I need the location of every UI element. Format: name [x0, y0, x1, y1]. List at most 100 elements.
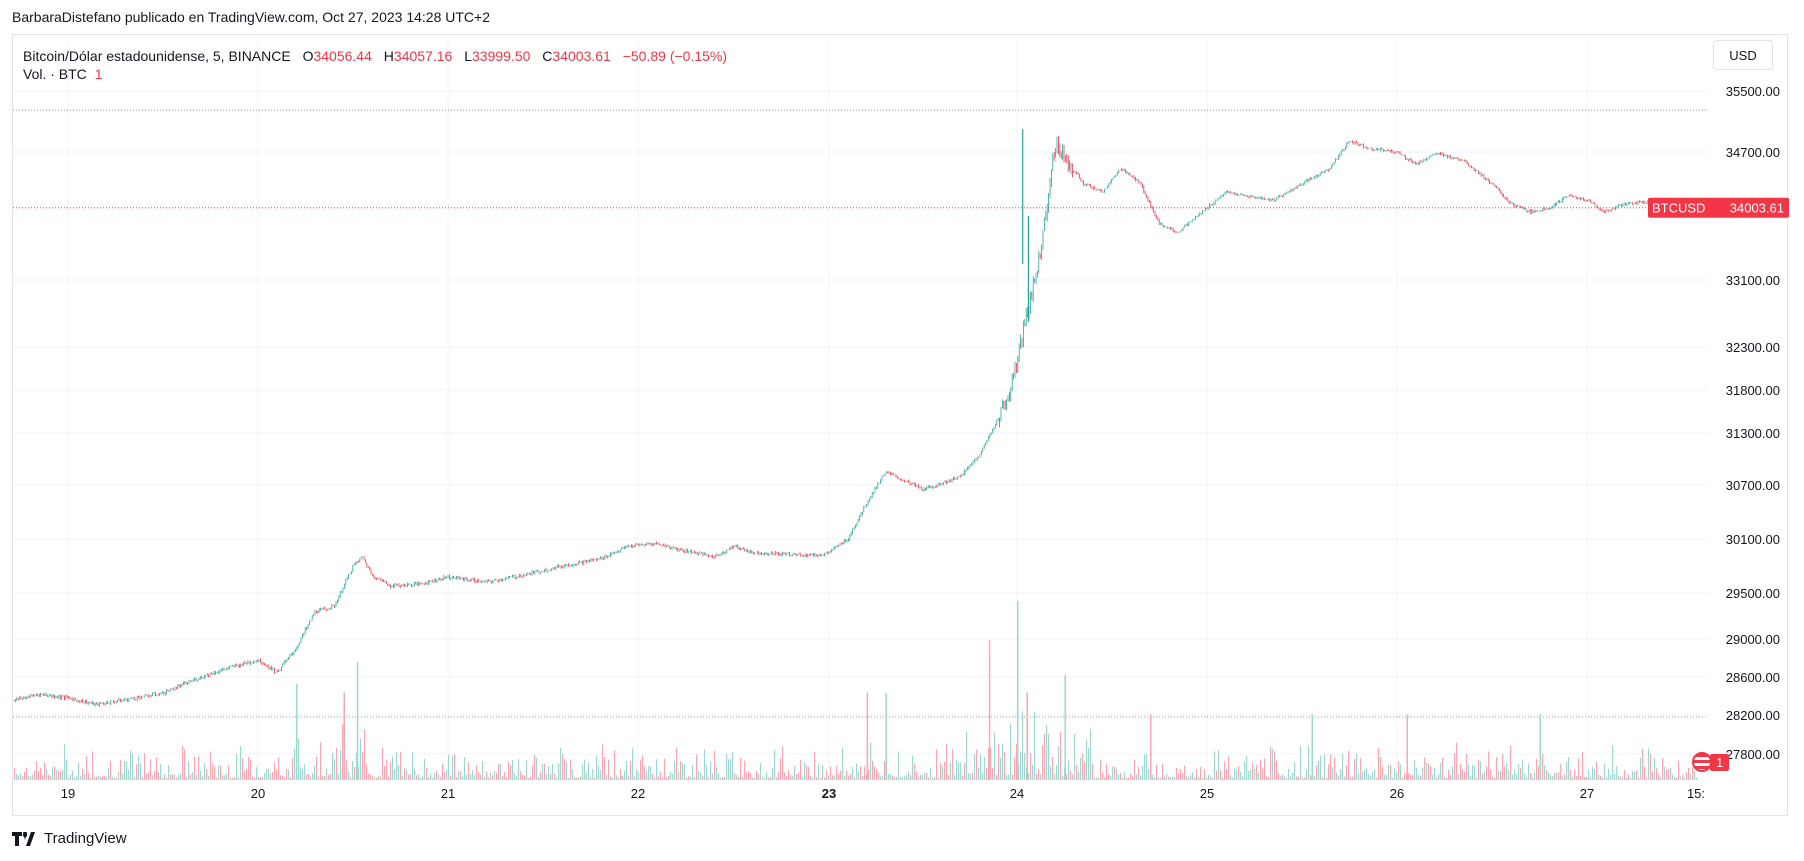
volume-bar	[1152, 774, 1154, 780]
volume-bar	[776, 777, 778, 780]
volume-bar	[102, 775, 104, 780]
volume-bar	[250, 759, 252, 780]
volume-bar	[790, 774, 792, 780]
volume-bar	[1340, 769, 1342, 780]
volume-bar	[1604, 763, 1606, 780]
volume-bar	[194, 756, 196, 780]
volume-bar	[1098, 777, 1100, 780]
volume-bar	[1314, 775, 1316, 780]
volume-bar	[764, 777, 766, 780]
volume-bar	[974, 753, 976, 780]
volume-bar	[240, 745, 242, 780]
volume-bar	[1202, 777, 1204, 780]
volume-bar	[916, 771, 918, 780]
volume-bar	[1470, 775, 1472, 780]
volume-bar	[1224, 761, 1226, 780]
volume-bar	[1206, 777, 1208, 780]
volume-bar	[1214, 751, 1216, 780]
volume-bar	[1138, 767, 1140, 780]
volume-bar	[382, 747, 384, 780]
volume-bar	[314, 766, 316, 780]
volume-bar	[638, 772, 640, 780]
volume-bar	[690, 777, 692, 780]
volume-bar	[1050, 766, 1052, 780]
volume-spike	[885, 692, 887, 780]
currency-button[interactable]: USD	[1713, 40, 1773, 70]
price-label-ticker: BTCUSD	[1652, 201, 1705, 216]
alerts-badge[interactable]: 1	[1692, 752, 1730, 772]
volume-bar	[1004, 751, 1006, 780]
volume-bar	[1522, 759, 1524, 780]
volume-bar	[1096, 777, 1098, 780]
volume-bar	[284, 777, 286, 780]
volume-bar	[1612, 745, 1614, 780]
volume-bar	[930, 767, 932, 780]
volume-bar	[686, 777, 688, 780]
volume-bar	[408, 774, 410, 780]
volume-bar	[694, 777, 696, 780]
volume-bar	[146, 773, 148, 780]
volume-bar	[436, 770, 438, 780]
volume-bar	[128, 770, 130, 780]
volume-bar	[1366, 768, 1368, 780]
volume-bar	[1252, 762, 1254, 780]
volume-bar	[1326, 777, 1328, 780]
volume-bar	[934, 777, 936, 780]
volume-bar	[424, 759, 426, 780]
volume-bar	[920, 775, 922, 780]
volume-bar	[468, 762, 470, 780]
volume-bar	[1054, 774, 1056, 780]
volume-bar	[1514, 769, 1516, 780]
volume-bar	[896, 776, 898, 780]
volume-bar	[276, 770, 278, 780]
volume-bar	[528, 777, 530, 780]
volume-bar	[1452, 766, 1454, 780]
volume-bar	[1262, 768, 1264, 780]
volume-bar	[1338, 775, 1340, 780]
volume-bar	[1436, 777, 1438, 780]
volume-bar	[1444, 776, 1446, 780]
volume-bar	[180, 773, 182, 780]
footer-brand[interactable]: TradingView	[44, 830, 127, 847]
volume-bar	[1192, 772, 1194, 780]
volume-bar	[878, 772, 880, 780]
volume-bar	[78, 762, 80, 780]
volume-bar	[808, 766, 810, 780]
volume-bar	[1474, 765, 1476, 780]
volume-bar	[290, 777, 292, 780]
volume-bar	[1374, 769, 1376, 780]
volume-bar	[1186, 776, 1188, 780]
volume-bar	[580, 776, 582, 780]
volume-bar	[768, 777, 770, 780]
volume-bar	[350, 776, 352, 780]
legend-symbol[interactable]: Bitcoin/Dólar estadounidense, 5, BINANCE	[23, 48, 291, 64]
volume-bar	[256, 767, 258, 780]
volume-bar	[258, 776, 260, 780]
legend-change: −50.89 (−0.15%)	[622, 48, 728, 64]
volume-bar	[1416, 767, 1418, 780]
volume-bar	[678, 772, 680, 780]
volume-bar	[1466, 753, 1468, 780]
ohlc-legend: Bitcoin/Dólar estadounidense, 5, BINANCE…	[23, 46, 727, 66]
volume-bar	[792, 776, 794, 780]
volume-label[interactable]: Vol. · BTC	[23, 66, 87, 82]
volume-bar	[1022, 711, 1024, 780]
volume-bar	[342, 724, 344, 780]
publisher-line: BarbaraDistefano publicado en TradingVie…	[12, 9, 490, 25]
footer: TradingView	[12, 830, 127, 847]
volume-bar	[1516, 774, 1518, 780]
volume-bar	[1542, 753, 1544, 780]
volume-bar	[136, 764, 138, 780]
volume-bar	[1538, 766, 1540, 780]
volume-spike	[866, 692, 869, 780]
volume-bar	[952, 749, 954, 780]
volume-bar	[674, 760, 676, 780]
volume-bar	[560, 747, 562, 780]
volume-bar	[1268, 777, 1270, 780]
volume-bar	[1226, 769, 1228, 780]
volume-bar	[958, 762, 960, 780]
volume-bar	[16, 773, 18, 780]
volume-bar	[628, 776, 630, 780]
volume-bar	[1420, 775, 1422, 780]
